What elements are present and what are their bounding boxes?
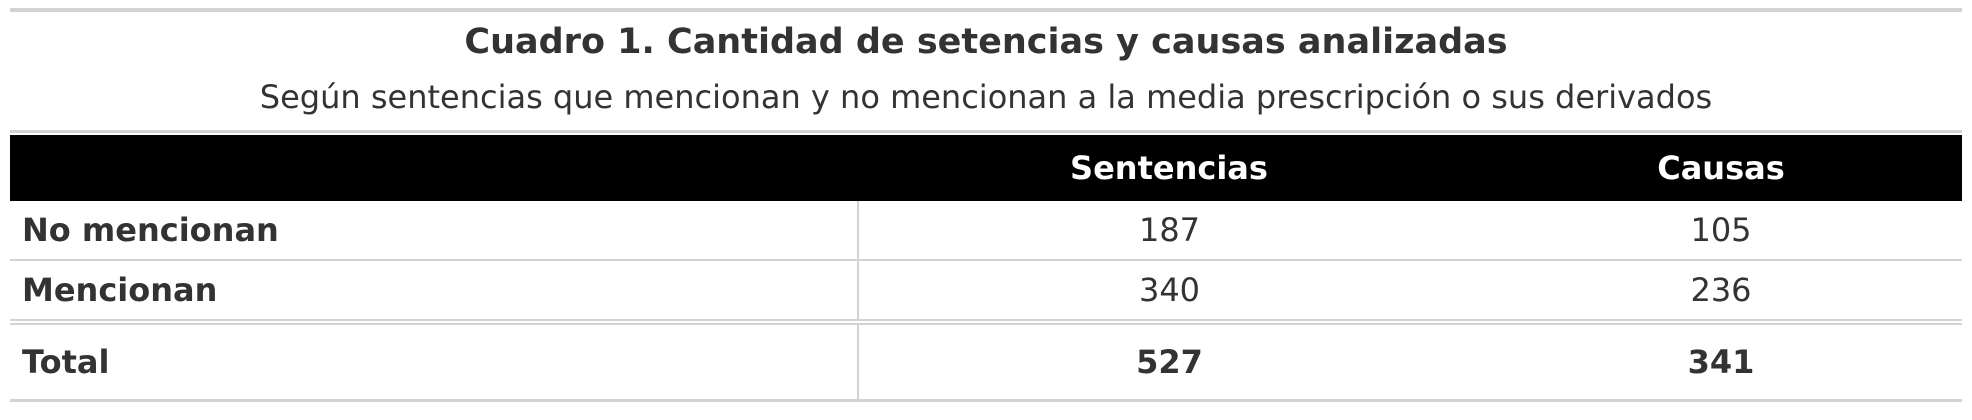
- cell-sentencias: 340: [858, 260, 1480, 323]
- table-row: No mencionan 187 105: [10, 201, 1962, 261]
- header-sentencias: Sentencias: [858, 135, 1480, 201]
- header-causas: Causas: [1480, 135, 1962, 201]
- total-label: Total: [10, 319, 859, 402]
- table-title: Cuadro 1. Cantidad de setencias y causas…: [464, 22, 1508, 62]
- table-subtitle: Según sentencias que mencionan y no menc…: [259, 78, 1713, 116]
- data-table: Sentencias Causas No mencionan 187 105 M…: [10, 135, 1962, 402]
- table-row: Mencionan 340 236: [10, 260, 1962, 323]
- top-rule: [10, 8, 1962, 12]
- total-row: Total 527 341: [10, 319, 1962, 402]
- cell-causas: 236: [1480, 260, 1962, 323]
- row-label: No mencionan: [10, 201, 859, 261]
- header-stub: [10, 135, 858, 201]
- header-row: Sentencias Causas: [10, 135, 1962, 201]
- total-causas: 341: [1480, 319, 1962, 402]
- title-divider: [10, 130, 1962, 133]
- cell-causas: 105: [1480, 201, 1962, 261]
- row-label: Mencionan: [10, 260, 859, 323]
- cell-sentencias: 187: [858, 201, 1480, 261]
- total-sentencias: 527: [858, 319, 1480, 402]
